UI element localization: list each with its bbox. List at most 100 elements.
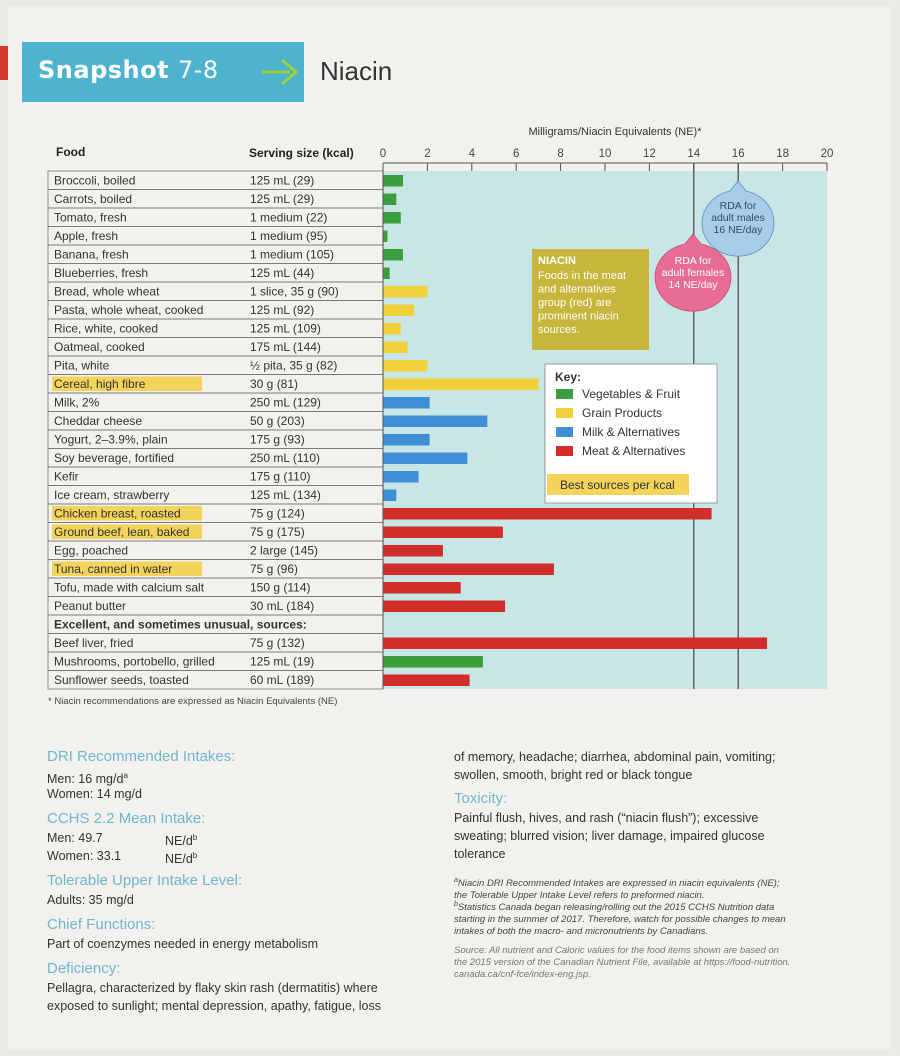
- toxicity-text-1: Painful flush, hives, and rash (“niacin …: [454, 811, 759, 825]
- serving-label: 125 mL (92): [250, 303, 314, 317]
- bar: [383, 212, 401, 224]
- toxicity-text-3: tolerance: [454, 847, 506, 861]
- food-label: Cheddar cheese: [54, 414, 142, 428]
- x-tick-label: 14: [687, 148, 700, 160]
- best-source-highlight: [52, 376, 202, 391]
- deficiency-heading: Deficiency:: [47, 960, 121, 977]
- food-label: Sunflower seeds, toasted: [54, 673, 189, 687]
- cchs-heading: CCHS 2.2 Mean Intake:: [47, 810, 206, 827]
- serving-label: 125 mL (29): [250, 192, 314, 206]
- callout-text: group (red) are: [538, 297, 611, 309]
- table-row: [47, 466, 384, 486]
- best-source-highlight: [52, 561, 202, 576]
- food-label: Ground beef, lean, baked: [54, 525, 189, 539]
- cchs-women-unit-text: NE/d: [165, 852, 193, 867]
- serving-label: 175 g (93): [250, 433, 305, 447]
- food-label: Yogurt, 2–3.9%, plain: [54, 433, 168, 447]
- serving-label: 1 medium (95): [250, 229, 327, 243]
- food-label: Chicken breast, roasted: [54, 507, 181, 521]
- food-label: Tofu, made with calcium salt: [54, 581, 205, 595]
- callout-text: sources.: [538, 324, 580, 336]
- bar: [383, 286, 428, 298]
- food-column-header: Food: [56, 145, 86, 159]
- bar: [383, 563, 554, 575]
- functions-heading: Chief Functions:: [47, 916, 156, 933]
- x-tick-label: 8: [557, 148, 563, 160]
- food-label: Egg, poached: [54, 544, 128, 558]
- serving-label: 2 large (145): [250, 544, 318, 558]
- source-line-2: the 2015 version of the Canadian Nutrien…: [454, 957, 791, 968]
- bar: [383, 323, 401, 335]
- best-source-label: Best sources per kcal: [560, 478, 675, 492]
- food-label: Apple, fresh: [54, 229, 118, 243]
- niacin-callout-box: [532, 249, 649, 350]
- bar: [383, 434, 430, 446]
- rda-female-text: RDA for: [675, 255, 712, 267]
- x-tick-label: 10: [599, 148, 612, 160]
- legend-label: Vegetables & Fruit: [582, 387, 681, 401]
- x-tick-label: 18: [776, 148, 789, 160]
- note-a-line-1-text: Niacin DRI Recommended Intakes are expre…: [457, 878, 780, 890]
- page-title: Niacin: [320, 56, 393, 86]
- red-tab-marker: [0, 46, 8, 80]
- serving-label: 75 g (175): [250, 525, 305, 539]
- legend-label: Milk & Alternatives: [582, 425, 680, 439]
- food-label: Peanut butter: [54, 599, 126, 613]
- section-header-row: Excellent, and sometimes unusual, source…: [54, 618, 307, 632]
- source-line-3: canada.ca/cnf-fce/index-eng.jsp.: [454, 969, 591, 980]
- ul-heading: Tolerable Upper Intake Level:: [47, 872, 243, 889]
- serving-label: 1 medium (22): [250, 211, 327, 225]
- note-b-line-1-text: Statistics Canada began releasing/rollin…: [457, 902, 775, 914]
- note-a: aNiacin DRI Recommended Intakes are expr…: [454, 875, 779, 902]
- x-tick-label: 12: [643, 148, 656, 160]
- dri-heading: DRI Recommended Intakes:: [47, 748, 236, 765]
- food-label: Kefir: [54, 470, 79, 484]
- note-a-line-1: aNiacin DRI Recommended Intakes are expr…: [454, 877, 780, 890]
- ul-text: Adults: 35 mg/d: [47, 893, 134, 907]
- dri-men-text: Men: 16 mg/d: [47, 772, 124, 787]
- deficiency-text-1: Pellagra, characterized by flaky skin ra…: [47, 981, 378, 995]
- bar: [383, 249, 403, 261]
- food-label: Cereal, high fibre: [54, 377, 146, 391]
- note-b-line-3: intakes of both the macro- and micronutr…: [454, 926, 708, 938]
- bar: [383, 175, 403, 187]
- chart-footnote: * Niacin recommendations are expressed a…: [48, 696, 338, 707]
- snapshot-label: Snapshot: [38, 56, 170, 84]
- bar: [383, 526, 503, 538]
- rda-male-text: 16 NE/day: [713, 224, 763, 236]
- deficiency-text-3: of memory, headache; diarrhea, abdominal…: [454, 750, 776, 764]
- food-label: Oatmeal, cooked: [54, 340, 145, 354]
- bar: [383, 545, 443, 557]
- food-label: Rice, white, cooked: [54, 322, 158, 336]
- rda-female-balloon: [654, 233, 732, 312]
- cchs-men-unit-text: NE/d: [165, 834, 193, 849]
- cchs-men: Men: 49.7: [47, 831, 103, 845]
- callout-text: prominent niacin: [538, 311, 619, 323]
- bar: [383, 600, 506, 612]
- serving-label: 250 mL (129): [250, 396, 321, 410]
- serving-label: 125 mL (109): [250, 322, 321, 336]
- rda-female-text: 14 NE/day: [668, 279, 718, 291]
- cchs-women-unit: NE/db: [165, 851, 198, 867]
- serving-label: 1 medium (105): [250, 248, 334, 262]
- food-label: Beef liver, fried: [54, 636, 133, 650]
- arrow-right-icon: [262, 58, 299, 86]
- bar: [383, 341, 408, 353]
- rda-male-text: adult males: [711, 212, 765, 224]
- banner-title: Snapshot 7-8: [38, 56, 219, 84]
- serving-label: 1 slice, 35 g (90): [250, 285, 339, 299]
- rda-male-balloon: [701, 180, 775, 257]
- food-label: Mushrooms, portobello, grilled: [54, 655, 215, 669]
- bar: [383, 674, 470, 686]
- serving-label: ½ pita, 35 g (82): [250, 359, 337, 373]
- toxicity-heading: Toxicity:: [454, 790, 508, 807]
- legend-swatch: [556, 446, 573, 456]
- callout-text: and alternatives: [538, 284, 616, 296]
- food-label: Tuna, canned in water: [54, 562, 172, 576]
- serving-label: 175 mL (144): [250, 340, 321, 354]
- bar: [383, 267, 390, 279]
- serving-label: 75 g (132): [250, 636, 305, 650]
- source-note: Source: All nutrient and Caloric values …: [454, 945, 790, 981]
- legend-swatch: [556, 389, 573, 399]
- serving-label: 60 mL (189): [250, 673, 314, 687]
